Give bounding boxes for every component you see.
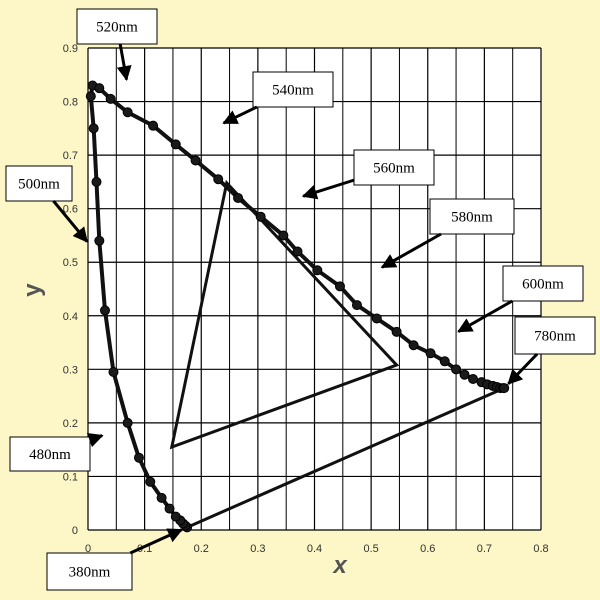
wavelength-label-box [502,265,584,302]
wavelength-label: 480nm [9,433,104,472]
locus-point [91,176,102,187]
line-of-purples [186,386,505,529]
wavelength-label-arrow [380,232,442,269]
y-axis-tick-labels: 0 0.1 0.2 0.3 0.4 0.5 0.6 0.7 0.8 0.9 [63,43,78,537]
locus-point [108,367,119,378]
wavelength-label-text: 780nm [534,329,576,345]
locus-point [439,356,450,367]
color-gamut-triangle [169,179,400,450]
wavelength-label-arrow [116,43,132,82]
y-axis-label: y [19,283,46,297]
locus-point [408,340,419,351]
y-tick-label: 0.3 [63,364,78,376]
locus-point [156,492,167,503]
locus-point [133,452,144,463]
wavelength-label: 780nm [507,316,596,385]
wavelength-label-box [252,71,334,108]
locus-point [122,417,133,428]
locus-point [148,120,159,131]
wavelength-label-text: 480nm [29,447,71,463]
locus-point [99,305,110,316]
locus-point [122,107,133,118]
locus-point [499,383,510,394]
locus-point [278,230,289,241]
wavelength-label-box [429,198,515,235]
wavelength-label-box [46,552,133,591]
x-tick-label: 0.5 [363,543,378,555]
locus-point [213,174,224,185]
wavelength-label-box [353,149,435,186]
locus-point [255,211,266,222]
wavelength-labels: 520nm 540nm 560nm 580nm 600nm 780nm 500nm 480nm… [5,8,596,591]
wavelength-label-text: 540nm [272,83,314,99]
y-tick-label: 0.8 [63,97,78,109]
x-tick-label: 0.6 [420,543,435,555]
wavelength-label: 380nm [46,528,183,591]
wavelength-label-arrow [129,528,183,555]
x-tick-label: 0.3 [250,543,265,555]
wavelength-label-arrow [301,178,355,200]
locus-point [85,91,96,102]
wavelength-label: 600nm [457,265,584,333]
locus-point [459,369,470,380]
x-tick-label: 0.7 [477,543,492,555]
y-tick-label: 0.1 [63,471,78,483]
x-axis-label: x [331,552,348,579]
locus-point [94,83,105,94]
wavelength-label-arrow [457,299,513,333]
locus-point [233,192,244,203]
locus-point [391,326,402,337]
wavelength-label-arrow [52,200,89,243]
locus-point [145,476,156,487]
x-axis-tick-labels: 0 0.1 0.2 0.3 0.4 0.5 0.6 0.7 0.8 [85,543,549,555]
locus-point [170,139,181,150]
wavelength-label-text: 600nm [522,277,564,293]
wavelength-label-box [76,8,158,45]
locus-point [88,123,99,134]
x-tick-label: 0.2 [194,543,209,555]
wavelength-label-arrow [507,352,539,385]
locus-point [105,93,116,104]
wavelength-label: 540nm [222,71,334,125]
y-tick-label: 0.4 [63,311,78,323]
wavelength-label-text: 520nm [96,20,138,36]
y-tick-label: 0.6 [63,204,78,216]
locus-point [451,364,462,375]
wavelength-label-box [9,436,91,472]
x-tick-label: 0 [85,543,91,555]
x-tick-label: 0.8 [533,543,548,555]
locus-point [351,300,362,311]
locus-point [292,246,303,257]
y-tick-label: 0.7 [63,150,78,162]
locus-point [468,373,479,384]
spectral-locus-points [85,80,510,533]
wavelength-label: 520nm [76,8,158,82]
y-tick-label: 0.9 [63,43,78,55]
wavelength-label: 560nm [301,149,435,200]
wavelength-label-box [514,316,596,355]
x-tick-label: 0.4 [307,543,322,555]
wavelength-label: 500nm [5,165,89,243]
locus-point [190,155,201,166]
locus-point [94,235,105,246]
wavelength-label: 580nm [380,198,515,269]
locus-point [170,511,181,522]
locus-point [425,348,436,359]
y-tick-label: 0.5 [63,257,78,269]
wavelength-label-box [5,165,73,202]
locus-point [334,281,345,292]
y-tick-label: 0 [72,525,78,537]
wavelength-label-text: 580nm [451,210,493,226]
locus-point [312,265,323,276]
wavelength-label-text: 500nm [18,177,60,193]
locus-point [371,313,382,324]
y-tick-label: 0.2 [63,418,78,430]
locus-point [164,503,175,514]
wavelength-label-arrow [86,433,104,448]
wavelength-label-text: 380nm [69,565,111,581]
wavelength-label-text: 560nm [373,161,415,177]
wavelength-label-arrow [222,105,258,125]
